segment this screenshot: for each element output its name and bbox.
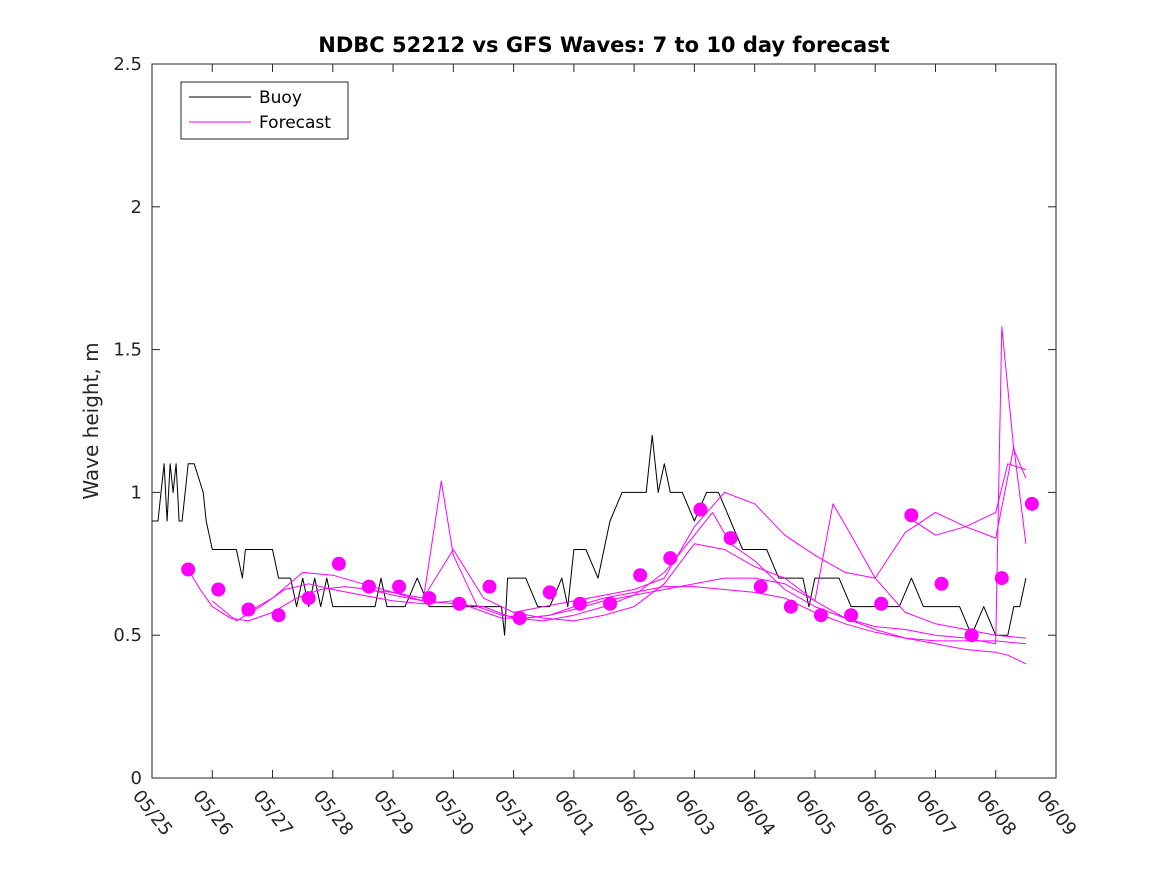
forecast-point xyxy=(542,585,557,600)
forecast-point xyxy=(241,602,256,617)
forecast-point xyxy=(422,591,437,606)
forecast-series-line xyxy=(362,503,1026,639)
x-tick-label: 05/27 xyxy=(249,786,297,840)
plot-area xyxy=(152,64,1056,778)
x-tick-label: 05/25 xyxy=(128,786,176,840)
forecast-point xyxy=(603,596,618,611)
forecast-point xyxy=(813,608,828,623)
series-layer xyxy=(152,326,1039,665)
forecast-point xyxy=(844,608,859,623)
x-tick-label: 06/07 xyxy=(912,786,960,840)
forecast-point xyxy=(633,568,648,583)
forecast-point xyxy=(1024,496,1039,511)
x-tick-label: 05/28 xyxy=(309,786,357,840)
forecast-point xyxy=(663,551,678,566)
forecast-point xyxy=(904,508,919,523)
x-tick-label: 06/01 xyxy=(550,786,598,840)
forecast-point xyxy=(572,596,587,611)
forecast-point xyxy=(753,579,768,594)
x-tick-label: 06/09 xyxy=(1032,786,1080,840)
x-tick-label: 06/06 xyxy=(851,786,899,840)
y-axis-label: Wave height, m xyxy=(79,342,103,499)
forecast-point xyxy=(452,596,467,611)
legend-box xyxy=(180,81,349,140)
chart-title: NDBC 52212 vs GFS Waves: 7 to 10 day for… xyxy=(318,33,889,57)
legend-label-forecast: Forecast xyxy=(259,113,331,133)
legend-label-buoy: Buoy xyxy=(259,88,302,108)
x-tick-label: 06/02 xyxy=(610,786,658,840)
forecast-point xyxy=(783,599,798,614)
y-tick-label: 0.5 xyxy=(113,625,142,646)
x-tick-label: 06/05 xyxy=(791,786,839,840)
forecast-point xyxy=(723,531,738,546)
forecast-point xyxy=(874,596,889,611)
forecast-point xyxy=(693,502,708,517)
plot-frame xyxy=(151,63,1057,779)
forecast-point xyxy=(964,628,979,643)
forecast-point xyxy=(934,576,949,591)
x-tick-label: 05/31 xyxy=(490,786,538,840)
x-tick-label: 06/04 xyxy=(731,786,779,840)
y-axis: 0 0.5 1 1.5 2 2.5 xyxy=(113,54,1056,789)
y-tick-label: 0 xyxy=(131,768,142,789)
x-tick-label: 05/30 xyxy=(429,786,477,840)
forecast-series-line xyxy=(242,480,1026,645)
forecast-point xyxy=(211,582,226,597)
x-tick-label: 06/08 xyxy=(972,786,1020,840)
forecast-point xyxy=(482,579,497,594)
forecast-point xyxy=(301,591,316,606)
legend: Buoy Forecast xyxy=(180,81,349,140)
forecast-series-line xyxy=(905,463,1027,536)
forecast-point xyxy=(994,571,1009,586)
forecast-point xyxy=(331,556,346,571)
forecast-point xyxy=(392,579,407,594)
y-tick-label: 2 xyxy=(131,197,142,218)
y-tick-label: 1.5 xyxy=(113,340,142,361)
forecast-point xyxy=(361,579,376,594)
y-tick-label: 1 xyxy=(131,482,142,503)
x-tick-label: 05/26 xyxy=(188,786,236,840)
x-tick-label: 05/29 xyxy=(369,786,417,840)
y-tick-label: 2.5 xyxy=(113,54,142,75)
forecast-point xyxy=(181,562,196,577)
x-tick-label: 06/03 xyxy=(670,786,718,840)
forecast-point xyxy=(271,608,286,623)
forecast-point xyxy=(512,611,527,626)
